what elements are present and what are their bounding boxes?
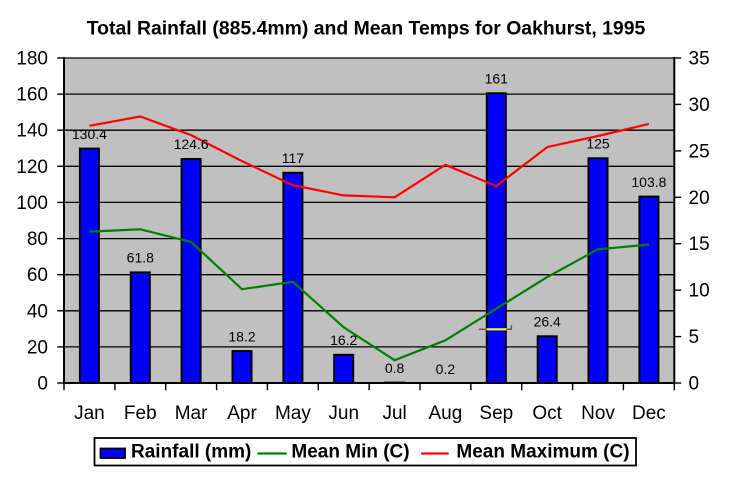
svg-text:Oct: Oct [532, 403, 562, 424]
svg-text:Sep: Sep [479, 403, 513, 424]
svg-text:May: May [275, 403, 311, 424]
svg-text:Aug: Aug [428, 403, 462, 424]
svg-text:20: 20 [689, 188, 710, 209]
svg-text:Total Rainfall (885.4mm) and M: Total Rainfall (885.4mm) and Mean Temps … [87, 18, 646, 40]
svg-text:130.4: 130.4 [72, 126, 107, 142]
svg-text:Apr: Apr [227, 403, 257, 424]
svg-text:35: 35 [689, 49, 710, 70]
svg-text:124.6: 124.6 [174, 136, 209, 152]
svg-text:40: 40 [27, 301, 48, 322]
svg-text:20: 20 [27, 337, 48, 358]
svg-text:Mean Maximum (C): Mean Maximum (C) [456, 442, 629, 463]
svg-text:15: 15 [689, 234, 710, 255]
svg-text:0: 0 [37, 374, 48, 395]
svg-text:117: 117 [282, 150, 305, 166]
svg-text:180: 180 [16, 49, 48, 70]
svg-text:30: 30 [689, 95, 710, 116]
svg-text:100: 100 [16, 193, 48, 214]
svg-text:5: 5 [689, 327, 700, 348]
svg-text:80: 80 [27, 229, 48, 250]
svg-text:Nov: Nov [581, 403, 615, 424]
svg-text:Mar: Mar [175, 403, 208, 424]
svg-text:16.2: 16.2 [330, 332, 357, 348]
svg-text:161: 161 [485, 71, 509, 87]
svg-text:0: 0 [689, 374, 700, 395]
svg-text:140: 140 [16, 121, 48, 142]
svg-text:0.8: 0.8 [385, 360, 405, 376]
svg-text:10: 10 [689, 281, 710, 302]
svg-text:Jul: Jul [382, 403, 406, 424]
svg-text:60: 60 [27, 265, 48, 286]
svg-text:61.8: 61.8 [127, 250, 154, 266]
svg-text:Jan: Jan [74, 403, 105, 424]
svg-text:103.8: 103.8 [631, 174, 666, 190]
svg-text:26.4: 26.4 [534, 314, 561, 330]
svg-text:18.2: 18.2 [228, 328, 255, 344]
svg-text:160: 160 [16, 85, 48, 106]
svg-text:125: 125 [586, 136, 610, 152]
svg-text:Jun: Jun [328, 403, 359, 424]
svg-text:25: 25 [689, 141, 710, 162]
svg-text:Feb: Feb [124, 403, 157, 424]
svg-text:Dec: Dec [632, 403, 666, 424]
svg-text:120: 120 [16, 157, 48, 178]
svg-text:0.2: 0.2 [436, 361, 456, 377]
svg-text:Rainfall (mm): Rainfall (mm) [131, 442, 251, 463]
svg-text:Mean Min (C): Mean Min (C) [291, 442, 409, 463]
